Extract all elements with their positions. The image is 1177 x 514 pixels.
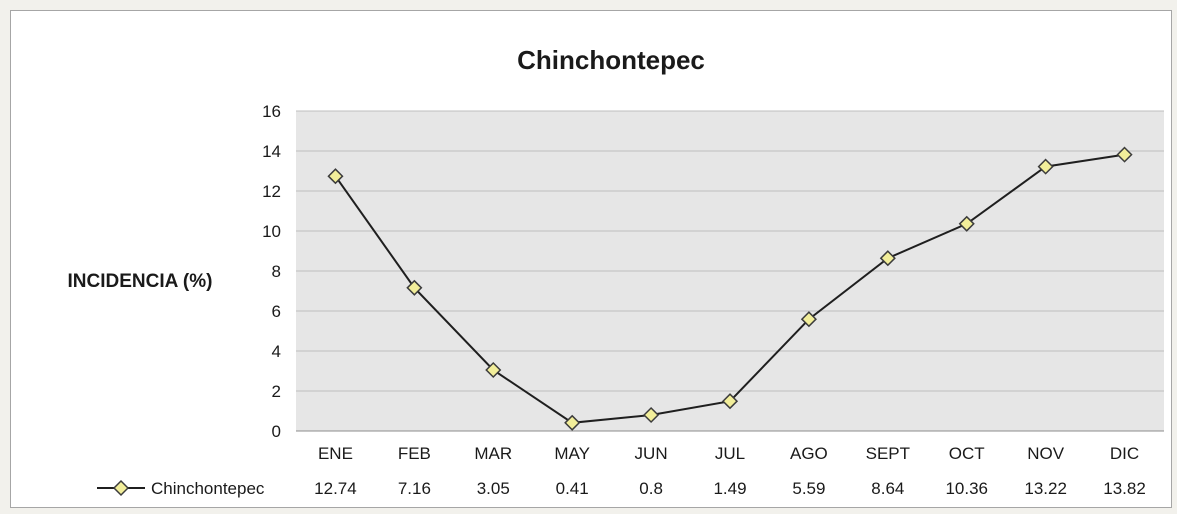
data-point-marker [1037, 158, 1054, 175]
data-point-marker [1116, 146, 1133, 163]
data-point-marker [879, 250, 896, 267]
y-tick-label: 16 [262, 102, 281, 121]
data-point-marker [958, 215, 975, 232]
legend-series-name: Chinchontepec [151, 479, 265, 498]
data-point-marker [485, 361, 502, 379]
x-tick-label: JUN [635, 444, 668, 463]
y-tick-label: 14 [262, 142, 281, 161]
x-tick-label: MAR [474, 444, 512, 463]
data-point-marker [800, 311, 817, 328]
data-point-marker [406, 279, 423, 296]
data-table-cell: 7.16 [398, 479, 431, 498]
data-table-cell: 0.41 [556, 479, 589, 498]
x-tick-label: AGO [790, 444, 828, 463]
data-point-marker [721, 393, 739, 410]
x-tick-label: SEPT [866, 444, 910, 463]
data-table-cell: 5.59 [792, 479, 825, 498]
data-table-cell: 1.49 [713, 479, 746, 498]
chart-title: Chinchontepec [517, 45, 705, 75]
data-table-cell: 3.05 [477, 479, 510, 498]
x-tick-label: DIC [1110, 444, 1139, 463]
data-table-cell: 12.74 [314, 479, 357, 498]
y-tick-label: 10 [262, 222, 281, 241]
y-tick-label: 6 [272, 302, 281, 321]
data-point-marker [564, 414, 581, 431]
legend-marker-diamond [112, 479, 130, 497]
y-tick-label: 12 [262, 182, 281, 201]
line-chart: Chinchontepec INCIDENCIA (%) 0 2 4 6 8 10 12 14… [68, 45, 1164, 498]
data-table-cell: 13.22 [1024, 479, 1067, 498]
y-tick-label: 8 [272, 262, 281, 281]
data-point-marker [327, 168, 344, 185]
data-point-marker [643, 406, 660, 424]
y-axis-label: INCIDENCIA (%) [68, 271, 213, 292]
x-tick-label: OCT [949, 444, 985, 463]
chart-frame: Chinchontepec INCIDENCIA (%) 0 2 4 6 8 10 12 14… [10, 10, 1172, 508]
x-tick-label: MAY [554, 444, 590, 463]
y-tick-label: 4 [272, 342, 281, 361]
data-table-cell: 8.64 [871, 479, 904, 498]
data-table-cell: 0.8 [639, 479, 663, 498]
x-tick-label: ENE [318, 444, 353, 463]
x-tick-label: JUL [715, 444, 745, 463]
plot-area: 0 2 4 6 8 10 12 14 16 ENE 12.74 FEB 7.16 MAR 3.05 MAY 0.… [97, 102, 1164, 498]
x-tick-label: NOV [1027, 444, 1065, 463]
y-tick-label: 2 [272, 382, 281, 401]
data-table-cell: 13.82 [1103, 479, 1146, 498]
y-tick-label: 0 [272, 422, 281, 441]
x-tick-label: FEB [398, 444, 431, 463]
data-table-cell: 10.36 [945, 479, 988, 498]
